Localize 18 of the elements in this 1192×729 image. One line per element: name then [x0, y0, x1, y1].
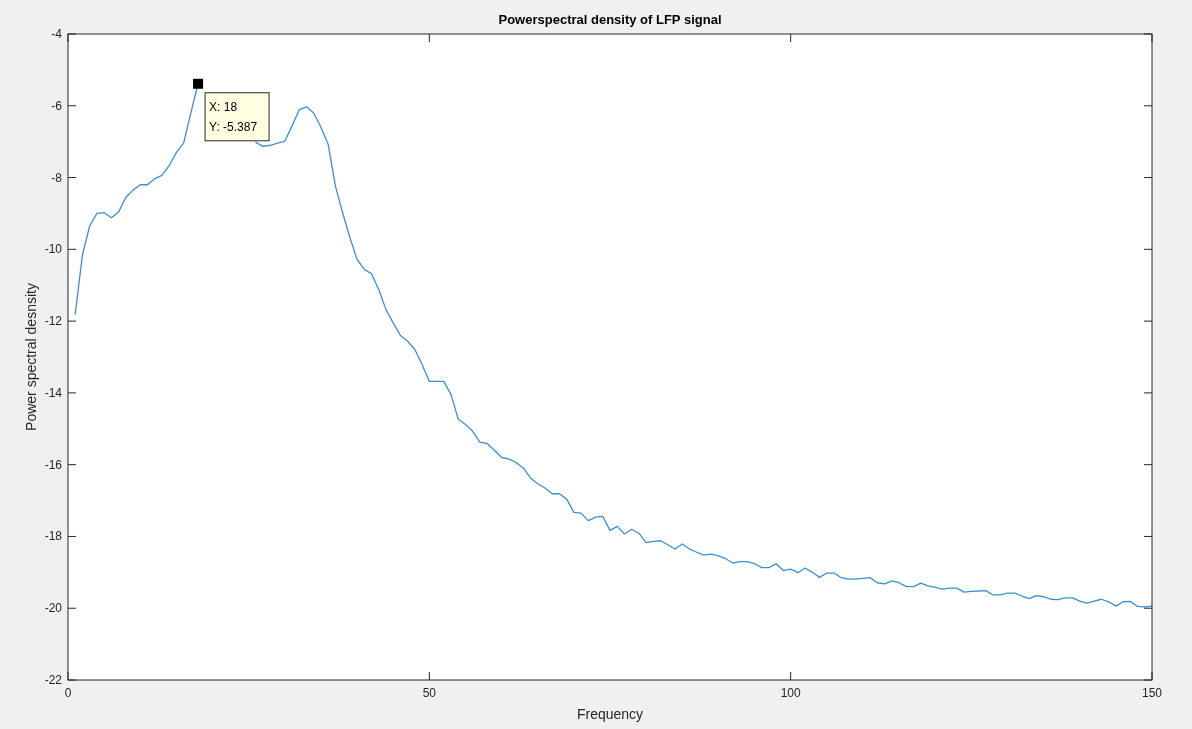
x-tick-label: 50 — [422, 686, 437, 700]
x-axis-title: Frequency — [576, 706, 644, 722]
y-axis-title: Power spectral desnsity — [23, 283, 39, 431]
y-tick-label: -18 — [44, 529, 63, 544]
y-tick-label: -8 — [51, 170, 63, 185]
y-tick-label: -20 — [44, 601, 63, 616]
y-tick-label: -6 — [51, 98, 63, 113]
y-tick-label: -12 — [44, 314, 63, 329]
y-tick-label: -4 — [51, 27, 63, 41]
y-tick-label: -10 — [44, 242, 63, 257]
x-tick-label: 150 — [1141, 686, 1163, 700]
chart-title: Powerspectral density of LFP signal — [498, 12, 722, 27]
y-tick-label: -14 — [44, 385, 63, 400]
x-tick-label: 100 — [780, 686, 801, 700]
y-tick-label: -22 — [44, 673, 63, 687]
y-tick-label: -16 — [44, 457, 63, 472]
annotation: X: 18 Y: -5.387 — [209, 99, 258, 134]
x-tick-label: 0 — [64, 686, 72, 700]
